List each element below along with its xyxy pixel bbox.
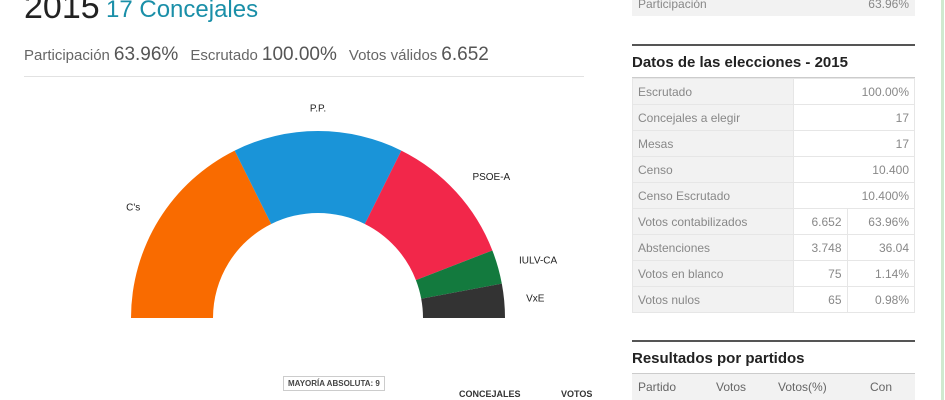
table-row: Votos contabilizados 6.652 63.96% bbox=[632, 208, 916, 235]
table-cell: 1.14% bbox=[846, 260, 916, 287]
table-cell: 10.400 bbox=[793, 156, 915, 183]
table-cell: 100.00% bbox=[793, 78, 915, 105]
table-cell: 3.748 bbox=[793, 234, 848, 261]
seat-segment bbox=[234, 131, 402, 225]
segment-label: PSOE-A bbox=[472, 172, 510, 183]
segment-label: IULV-CA bbox=[519, 255, 557, 266]
divider bbox=[24, 76, 584, 77]
edge bbox=[941, 0, 944, 400]
table-cell: Votos nulos bbox=[632, 286, 794, 313]
table-row: Abstenciones 3.748 36.04 bbox=[632, 234, 916, 261]
seat-segment bbox=[415, 250, 502, 299]
summary-label: Votos válidos bbox=[348, 47, 438, 64]
summary-value: 100.00% bbox=[261, 44, 337, 65]
seats-title: 17 Concejales bbox=[106, 0, 259, 23]
summary-value: 6.652 bbox=[441, 44, 489, 65]
seat-segment bbox=[364, 150, 493, 281]
table-cell: 6.652 bbox=[793, 208, 848, 235]
table-cell: 75 bbox=[793, 260, 848, 287]
table-cell: Escrutado bbox=[632, 78, 794, 105]
table-cell: 10.400% bbox=[793, 182, 915, 209]
column-header: CONCEJALES bbox=[459, 389, 521, 399]
summary-label: Escrutado bbox=[190, 47, 258, 64]
seat-segment bbox=[421, 283, 505, 318]
majority-annotation: MAYORÍA ABSOLUTA: 9 bbox=[283, 376, 385, 391]
table-cell: Votos en blanco bbox=[632, 260, 794, 287]
table-row: Censo Escrutado 10.400% bbox=[632, 182, 915, 209]
column-header: VOTOS bbox=[561, 389, 593, 399]
column-header: Votos(%) bbox=[778, 380, 827, 394]
data-table: Escrutado 100.00% Concejales a elegir 17 Mes… bbox=[632, 78, 916, 313]
table-cell: 17 bbox=[793, 104, 915, 131]
column-header: Votos bbox=[716, 380, 747, 394]
cell: Participación bbox=[632, 0, 804, 16]
table-cell: Abstenciones bbox=[632, 234, 794, 261]
summary: Participación 63.96% Escrutado 100.00% Votos… bbox=[24, 44, 501, 66]
table-cell: 63.96% bbox=[846, 208, 916, 235]
cell: 63.96% bbox=[803, 0, 915, 16]
chart: C's P.P. PSOE-A IULV-CA VxE bbox=[126, 104, 558, 318]
results-header: Partido Votos Votos(%) Con bbox=[632, 374, 915, 400]
segment-label: VxE bbox=[526, 293, 545, 304]
table-cell: 36.04 bbox=[846, 234, 916, 261]
summary-label: Participación bbox=[24, 47, 110, 64]
top-row: Participación 63.96% bbox=[632, 0, 915, 16]
table-cell: Mesas bbox=[632, 130, 794, 157]
table-row: Concejales a elegir 17 bbox=[632, 104, 915, 131]
seat-segment bbox=[131, 150, 272, 318]
segment-label: C's bbox=[126, 203, 140, 214]
segment-label: P.P. bbox=[310, 104, 326, 115]
section-title: Datos de las elecciones - 2015 bbox=[632, 44, 915, 78]
table-row: Mesas 17 bbox=[632, 130, 915, 157]
table-row: Votos nulos 65 0.98% bbox=[632, 286, 916, 313]
table-row: Escrutado 100.00% bbox=[632, 78, 915, 105]
table-cell: Votos contabilizados bbox=[632, 208, 794, 235]
table-cell: 17 bbox=[793, 130, 915, 157]
table-cell: Censo bbox=[632, 156, 794, 183]
section-title: Resultados por partidos bbox=[632, 340, 915, 374]
summary-value: 63.96% bbox=[113, 44, 179, 65]
table-cell: 65 bbox=[793, 286, 848, 313]
table-cell: Censo Escrutado bbox=[632, 182, 794, 209]
column-header: Partido bbox=[638, 380, 677, 394]
year: 2015 bbox=[24, 0, 100, 26]
table-row: Censo 10.400 bbox=[632, 156, 915, 183]
table-cell: 0.98% bbox=[846, 286, 916, 313]
table-row: Votos en blanco 75 1.14% bbox=[632, 260, 916, 287]
column-header: Con bbox=[870, 380, 893, 394]
table-cell: Concejales a elegir bbox=[632, 104, 794, 131]
